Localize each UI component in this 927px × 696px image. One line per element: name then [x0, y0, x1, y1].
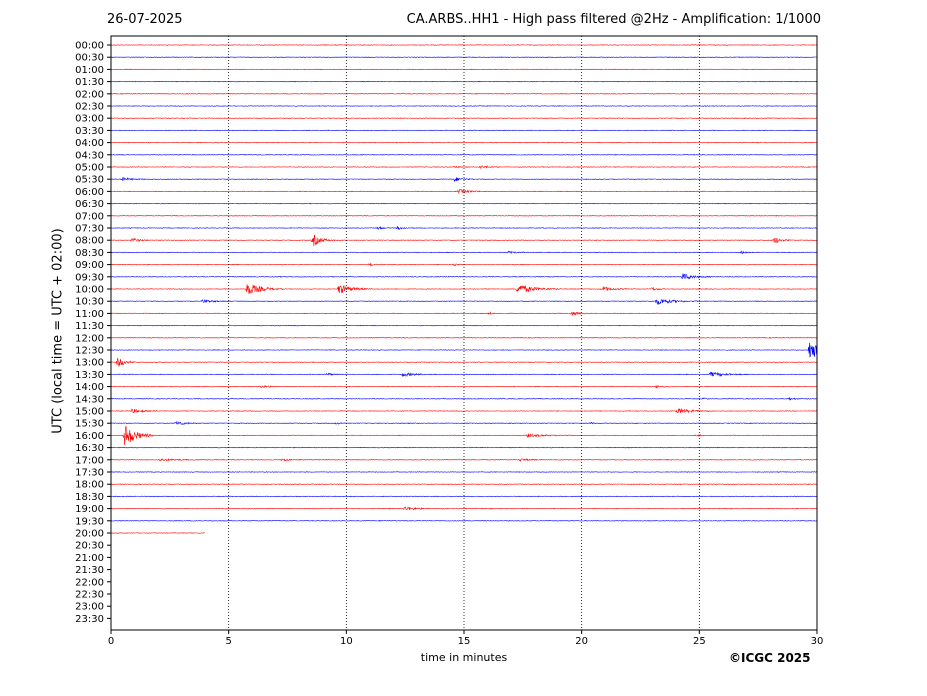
x-tick-label: 5	[225, 636, 231, 647]
y-tick-label: 22:30	[75, 590, 104, 601]
y-axis-label: UTC (local time = UTC + 02:00)	[50, 228, 66, 434]
y-tick-label: 10:00	[75, 285, 104, 296]
trace-1800	[110, 483, 818, 485]
x-tick-label: 30	[811, 636, 824, 647]
trace-1830	[110, 495, 818, 498]
y-tick-label: 14:00	[75, 382, 104, 393]
y-tick-label: 16:30	[75, 443, 104, 454]
vertical-gridlines	[228, 36, 700, 630]
y-tick-label: 02:00	[75, 89, 104, 100]
y-tick-label: 01:00	[75, 65, 104, 76]
y-tick-label: 03:00	[75, 114, 104, 125]
y-tick-label: 20:00	[75, 529, 104, 540]
x-axis-label: time in minutes	[420, 651, 508, 664]
y-tick-label: 01:30	[75, 77, 104, 88]
copyright-credit: ©ICGC 2025	[729, 651, 811, 665]
trace-1130	[110, 324, 818, 327]
y-tick-label: 07:30	[75, 224, 104, 235]
y-tick-label: 15:30	[75, 419, 104, 430]
trace-1400	[111, 385, 818, 390]
trace-2000	[110, 532, 205, 534]
y-tick-label: 09:00	[75, 260, 104, 271]
trace-1030	[110, 298, 818, 305]
y-tick-label: 00:30	[75, 53, 104, 64]
recording-date: 26-07-2025	[107, 12, 183, 27]
trace-0600	[110, 188, 818, 194]
y-tick-label: 04:30	[75, 150, 104, 161]
y-tick-label: 11:00	[75, 309, 104, 320]
y-tick-label: 07:00	[75, 211, 104, 222]
trace-1100	[110, 311, 818, 316]
y-tick-label: 21:00	[75, 553, 104, 564]
trace-1230	[110, 342, 818, 358]
y-tick-label: 10:30	[75, 297, 104, 308]
seismogram-traces	[110, 44, 818, 534]
y-tick-label: 08:30	[75, 248, 104, 259]
chart-title: CA.ARBS..HH1 - High pass filtered @2Hz -…	[406, 12, 821, 27]
trace-0430	[110, 154, 818, 156]
trace-1330	[111, 371, 818, 377]
y-tick-label: 17:00	[75, 455, 104, 466]
x-tick-label: 10	[340, 636, 353, 647]
y-tick-label: 11:30	[75, 321, 104, 332]
trace-0330	[110, 129, 817, 132]
y-tick-label: 00:00	[75, 41, 104, 52]
y-tick-label: 22:00	[75, 577, 104, 588]
trace-1300	[110, 357, 818, 367]
y-tick-label: 19:30	[75, 516, 104, 527]
x-tick-label: 25	[693, 636, 706, 647]
y-tick-label: 02:30	[75, 102, 104, 113]
trace-1430	[111, 396, 818, 401]
x-tick-label: 20	[575, 636, 588, 647]
x-tick-label: 15	[458, 636, 471, 647]
y-tick-label: 15:00	[75, 407, 104, 418]
y-tick-label: 23:00	[75, 602, 104, 613]
trace-0400	[110, 141, 818, 144]
y-tick-label: 03:30	[75, 126, 104, 137]
y-tick-label: 21:30	[75, 565, 104, 576]
x-tick-label: 0	[108, 636, 114, 647]
y-tick-label: 05:30	[75, 175, 104, 186]
y-tick-label: 14:30	[75, 394, 104, 405]
y-tick-label: 08:00	[75, 236, 104, 247]
y-tick-label: 06:30	[75, 199, 104, 210]
trace-0500	[111, 165, 818, 170]
y-tick-label: 12:00	[75, 333, 104, 344]
y-tick-label: 16:00	[75, 431, 104, 442]
trace-1500	[111, 407, 818, 414]
y-tick-label: 18:30	[75, 492, 104, 503]
y-tick-label: 13:00	[75, 358, 104, 369]
trace-0630	[110, 202, 818, 205]
trace-0530	[110, 176, 818, 183]
y-tick-label: 12:30	[75, 346, 104, 357]
trace-0300	[110, 117, 818, 119]
y-tick-label: 17:30	[75, 468, 104, 479]
y-tick-label: 19:00	[75, 504, 104, 515]
trace-1200	[111, 337, 818, 339]
y-tick-label: 05:00	[75, 163, 104, 174]
y-tick-label: 18:00	[75, 480, 104, 491]
y-tick-label: 20:30	[75, 541, 104, 552]
y-tick-label: 23:30	[75, 614, 104, 625]
trace-1900	[110, 506, 818, 511]
y-tick-label: 04:00	[75, 138, 104, 149]
x-axis-ticks: 0 5 10 15 20 25 30	[108, 630, 824, 647]
y-tick-label: 13:30	[75, 370, 104, 381]
y-tick-label: 06:00	[75, 187, 104, 198]
y-tick-label: 09:30	[75, 272, 104, 283]
trace-1930	[110, 520, 818, 522]
